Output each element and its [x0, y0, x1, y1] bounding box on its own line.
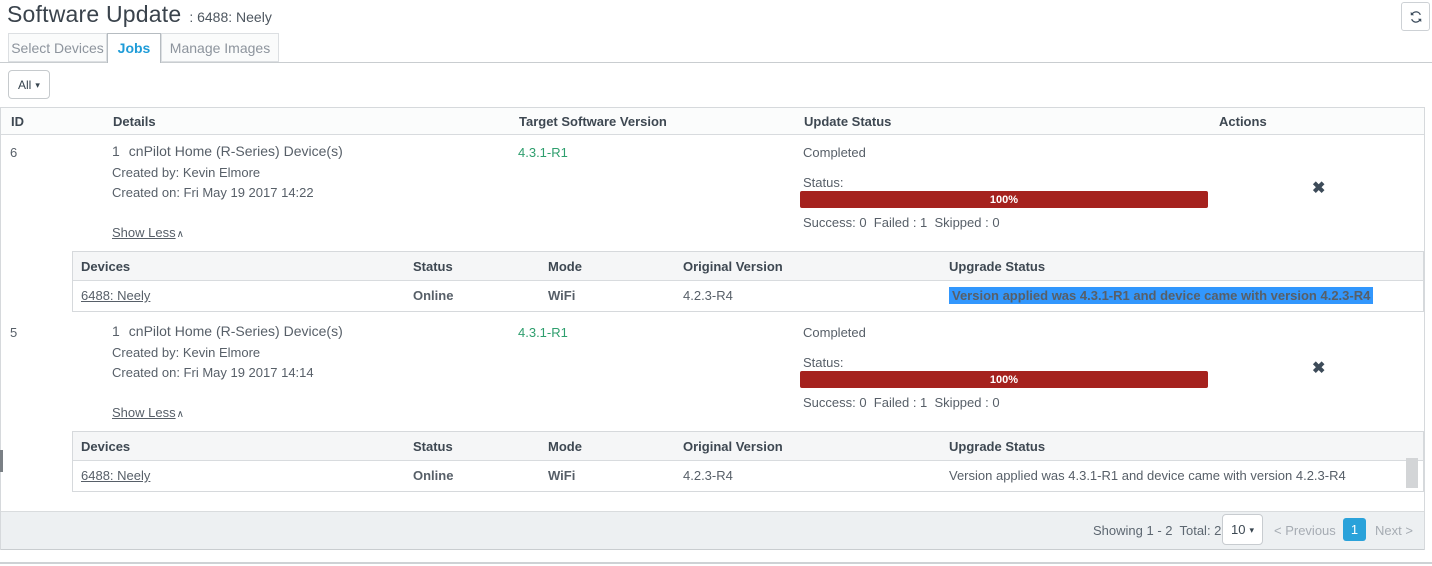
page-subtitle: : 6488: Neely [189, 9, 272, 25]
devices-table-scrollbar[interactable] [1406, 458, 1418, 488]
page-size-value: 10 [1231, 522, 1246, 537]
column-header-details: Details [113, 114, 156, 129]
device-link[interactable]: 6488: Neely [81, 468, 151, 483]
job-device-type: cnPilot Home (R-Series) Device(s) [128, 143, 343, 159]
device-mode: WiFi [548, 288, 576, 303]
device-link[interactable]: 6488: Neely [81, 288, 151, 303]
tab-select-devices[interactable]: Select Devices [8, 33, 107, 62]
collapse-icon: ∧ [176, 409, 184, 420]
next-page-button[interactable]: Next > [1375, 523, 1413, 538]
job-created-by: Created by: Kevin Elmore [112, 165, 261, 180]
job-filter-value: All [18, 77, 32, 92]
show-less-link[interactable]: Show Less∧ [112, 225, 184, 240]
page-title: Software Update [7, 1, 182, 27]
collapse-icon: ∧ [176, 229, 184, 240]
caret-down-icon: ▾ [35, 79, 40, 90]
browser-edge-handle [0, 450, 3, 472]
job-created-by: Created by: Kevin Elmore [112, 345, 261, 360]
column-header-devices: Devices [81, 259, 131, 274]
device-upgrade-status-selected: Version applied was 4.3.1-R1 and device … [949, 287, 1374, 304]
bottom-divider [0, 562, 1432, 564]
device-original-version: 4.2.3-R4 [683, 288, 733, 303]
job-target-version: 4.3.1-R1 [518, 145, 568, 160]
job-progress-bar: 100% [800, 371, 1208, 388]
tabbar-divider [0, 62, 1432, 63]
column-header-actions: Actions [1219, 114, 1267, 129]
job-device-summary: 1 cnPilot Home (R-Series) Device(s) [112, 323, 343, 339]
tab-manage-images[interactable]: Manage Images [161, 33, 279, 62]
job-device-count: 1 [112, 323, 120, 339]
refresh-button[interactable] [1401, 2, 1430, 31]
column-header-upgrade-status: Upgrade Status [949, 439, 1046, 454]
previous-page-button[interactable]: < Previous [1274, 523, 1336, 538]
job-result-counts: Success: 0 Failed : 1 Skipped : 0 [803, 395, 1000, 410]
column-header-devices: Devices [81, 439, 131, 454]
job-created-on: Created on: Fri May 19 2017 14:14 [112, 365, 314, 380]
devices-table-header: Devices Status Mode Original Version Upg… [73, 432, 1423, 461]
show-less-link[interactable]: Show Less∧ [112, 405, 184, 420]
job-row: 5 1 cnPilot Home (R-Series) Device(s) Cre… [0, 314, 1432, 492]
column-header-status: Status [413, 439, 453, 454]
job-id: 6 [10, 145, 18, 160]
column-header-mode: Mode [548, 259, 582, 274]
column-header-original-version: Original Version [683, 259, 783, 274]
delete-job-button[interactable]: ✖ [1312, 360, 1326, 377]
job-id: 5 [10, 325, 18, 340]
job-target-version: 4.3.1-R1 [518, 325, 568, 340]
column-header-target-version: Target Software Version [519, 114, 667, 129]
device-mode: WiFi [548, 468, 576, 483]
device-original-version: 4.2.3-R4 [683, 468, 733, 483]
device-status: Online [413, 288, 454, 303]
page-header: Software Update : 6488: Neely [7, 1, 272, 28]
device-row: 6488: Neely Online WiFi 4.2.3-R4 Version… [73, 461, 1423, 491]
job-result-counts: Success: 0 Failed : 1 Skipped : 0 [803, 215, 1000, 230]
pagination-footer [1, 511, 1424, 550]
refresh-icon [1410, 10, 1421, 23]
column-header-update-status: Update Status [804, 114, 892, 129]
job-state: Completed [803, 325, 866, 340]
job-progress-value: 100% [989, 194, 1019, 206]
page-1-button[interactable]: 1 [1343, 518, 1366, 541]
device-upgrade-status-error: Version applied was 4.3.1-R1 and device … [949, 468, 1346, 483]
job-device-count: 1 [112, 143, 120, 159]
devices-table-header: Devices Status Mode Original Version Upg… [73, 252, 1423, 281]
job-devices-table: Devices Status Mode Original Version Upg… [72, 251, 1424, 312]
job-device-type: cnPilot Home (R-Series) Device(s) [128, 323, 343, 339]
page-size-dropdown[interactable]: 10 ▾ [1222, 514, 1263, 545]
delete-job-button[interactable]: ✖ [1312, 180, 1326, 197]
job-device-summary: 1 cnPilot Home (R-Series) Device(s) [112, 143, 343, 159]
tab-jobs[interactable]: Jobs [107, 33, 161, 63]
caret-down-icon: ▾ [1249, 525, 1254, 535]
job-row: 6 1 cnPilot Home (R-Series) Device(s) Cre… [0, 134, 1432, 314]
job-created-on: Created on: Fri May 19 2017 14:22 [112, 185, 314, 200]
pagination-summary: Showing 1 - 2 Total: 2 [1093, 523, 1222, 538]
job-filter-dropdown[interactable]: All ▾ [8, 70, 50, 99]
column-header-mode: Mode [548, 439, 582, 454]
job-devices-table: Devices Status Mode Original Version Upg… [72, 431, 1424, 492]
column-header-id: ID [11, 114, 24, 129]
job-progress-value: 100% [989, 374, 1019, 386]
job-status-label: Status: [803, 175, 844, 190]
column-header-upgrade-status: Upgrade Status [949, 259, 1046, 274]
job-status-label: Status: [803, 355, 844, 370]
column-header-original-version: Original Version [683, 439, 783, 454]
device-row: 6488: Neely Online WiFi 4.2.3-R4 Version… [73, 281, 1423, 311]
column-header-status: Status [413, 259, 453, 274]
jobs-table-header: ID Details Target Software Version Updat… [1, 108, 1424, 135]
job-state: Completed [803, 145, 866, 160]
job-progress-bar: 100% [800, 191, 1208, 208]
device-status: Online [413, 468, 454, 483]
